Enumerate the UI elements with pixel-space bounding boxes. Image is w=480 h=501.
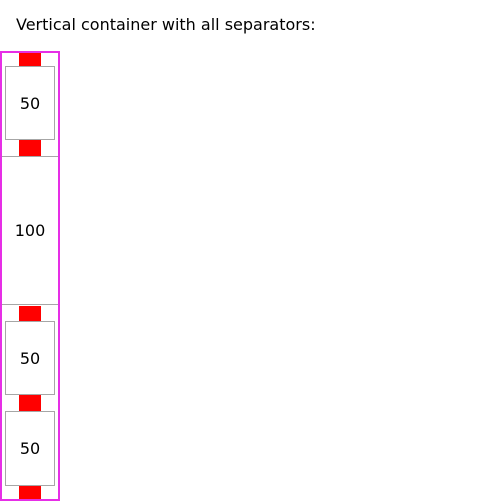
item-box-1: 50 xyxy=(5,66,55,140)
spacer-top-1 xyxy=(19,53,41,67)
spacer-top-3 xyxy=(19,306,41,321)
item-label-3: 50 xyxy=(19,348,41,368)
spacer-bottom-1 xyxy=(19,140,41,156)
vertical-container xyxy=(0,51,60,501)
item-label-4: 50 xyxy=(19,439,41,458)
item-cell-2: 100 xyxy=(2,157,58,304)
item-label-2: 100 xyxy=(14,221,46,240)
item-box-3: 50 xyxy=(5,321,55,395)
spacer-bottom-3 xyxy=(19,395,41,411)
page-heading: Vertical container with all separators: xyxy=(16,15,316,34)
separator-2 xyxy=(2,304,58,305)
separator-1 xyxy=(2,156,58,157)
spacer-bottom-4 xyxy=(19,486,41,499)
item-label-1: 50 xyxy=(19,93,41,113)
item-box-4: 50 xyxy=(5,411,55,486)
